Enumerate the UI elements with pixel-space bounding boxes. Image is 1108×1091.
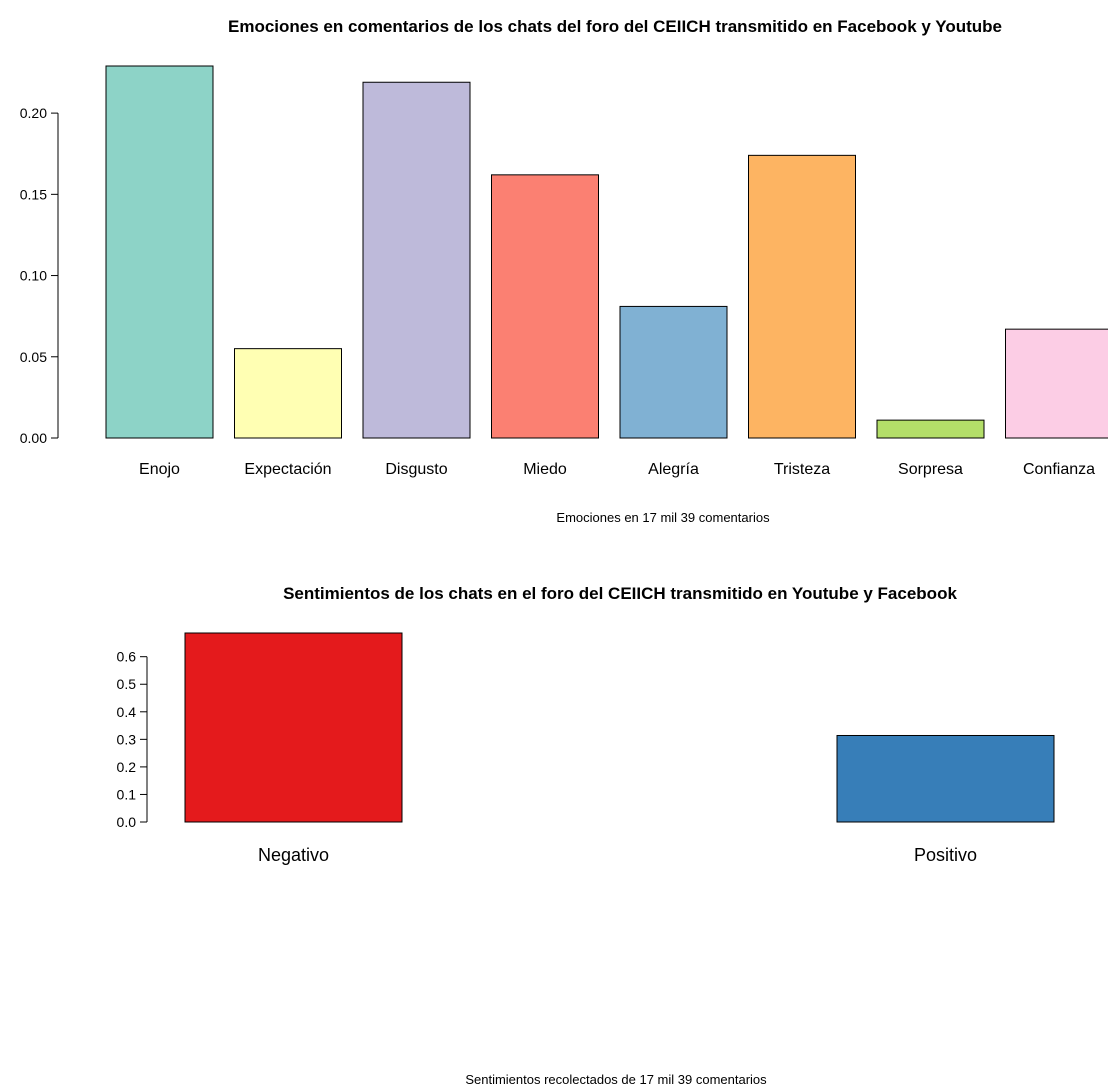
bar-expectación [234,348,342,439]
y-tick-label: 0.4 [117,704,137,720]
category-label: Negativo [258,845,329,865]
y-tick-label: 0.15 [20,186,47,202]
y-tick-label: 0.1 [117,786,137,802]
category-labels: Enojo Expectación Disgusto Miedo Alegría Tris… [139,461,1095,478]
y-tick-label: 0.2 [117,759,137,775]
sentiments-chart: Sentimientos de los chats en el foro del… [117,584,1055,1087]
y-axis: 0.00 0.05 0.10 0.15 0.20 [20,105,59,446]
category-label: Alegría [648,461,699,478]
category-label: Disgusto [385,461,447,478]
chart-title: Sentimientos de los chats en el foro del… [283,584,957,603]
bar-miedo [491,174,599,439]
y-tick-label: 0.3 [117,731,137,747]
bar-negativo [184,632,403,823]
y-axis: 0.0 0.1 0.2 0.3 0.4 0.5 0.6 [117,649,148,830]
emotions-chart: Emociones en comentarios de los chats de… [20,17,1108,525]
bar-enojo [105,65,214,439]
category-labels: Negativo Positivo [258,845,977,865]
y-tick-label: 0.20 [20,105,47,121]
bar-sorpresa [876,419,985,439]
x-axis-label: Emociones en 17 mil 39 comentarios [556,510,770,525]
category-label: Enojo [139,461,180,478]
bar-positivo [836,734,1055,823]
x-axis-label: Sentimientos recolectados de 17 mil 39 c… [465,1072,767,1087]
bars [184,632,1055,823]
bars [105,65,1108,439]
category-label: Sorpresa [898,461,963,478]
y-tick-label: 0.10 [20,268,47,284]
chart-title: Emociones en comentarios de los chats de… [228,17,1002,36]
bar-disgusto [362,81,471,439]
category-label: Expectación [244,461,331,478]
bar-confianza [1005,328,1108,439]
y-tick-label: 0.0 [117,814,137,830]
category-label: Positivo [914,845,977,865]
category-label: Miedo [523,461,567,478]
category-label: Tristeza [774,461,830,478]
y-tick-label: 0.5 [117,676,137,692]
category-label: Confianza [1023,461,1095,478]
bar-alegría [619,305,728,439]
y-tick-label: 0.6 [117,649,137,665]
bar-tristeza [748,154,856,439]
y-tick-label: 0.05 [20,349,47,365]
y-tick-label: 0.00 [20,430,47,446]
